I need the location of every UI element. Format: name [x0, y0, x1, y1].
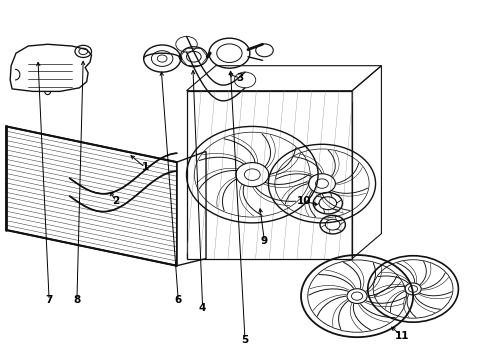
Text: 1: 1 — [142, 162, 149, 172]
Text: 9: 9 — [261, 237, 268, 247]
Text: 11: 11 — [394, 331, 409, 341]
Text: 7: 7 — [46, 296, 53, 305]
Text: 10: 10 — [297, 197, 312, 206]
Text: 5: 5 — [242, 335, 248, 345]
Text: 6: 6 — [174, 296, 182, 305]
Text: 2: 2 — [112, 197, 120, 206]
Text: 4: 4 — [199, 302, 206, 312]
Text: 3: 3 — [237, 73, 244, 83]
Text: 8: 8 — [74, 296, 80, 305]
